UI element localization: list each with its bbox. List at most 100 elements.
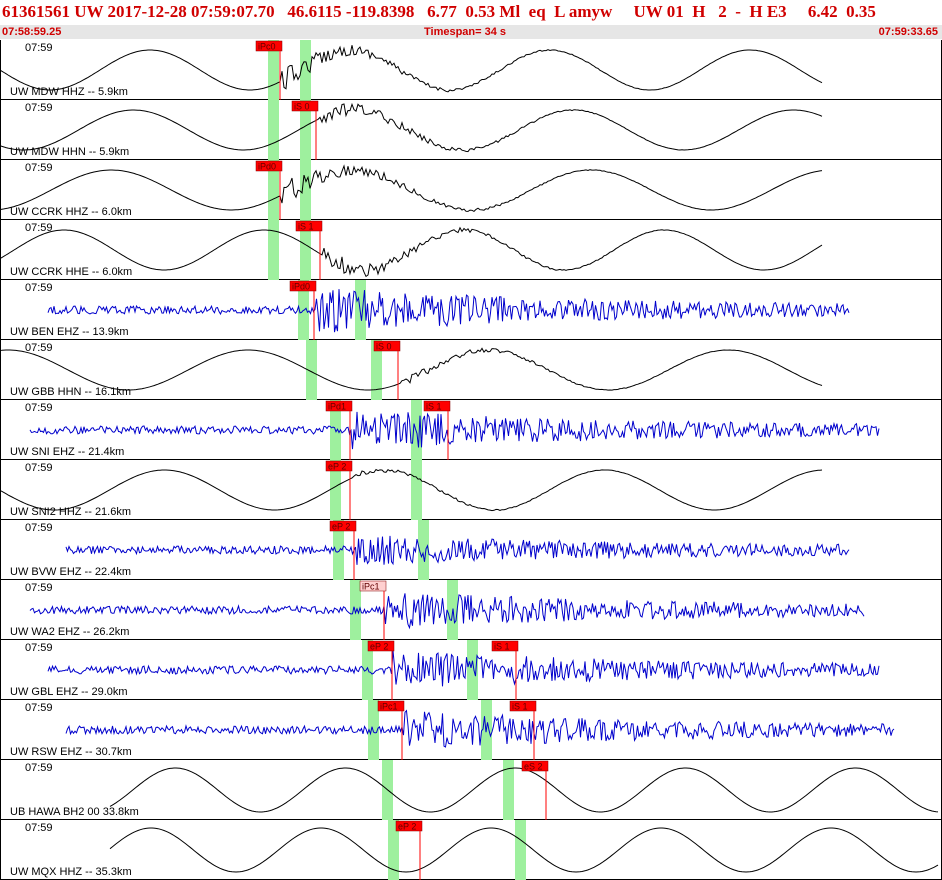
end-time: 07:59:33.65 [878, 26, 938, 38]
theoretical-arrival-window [268, 220, 279, 280]
phase-pick-marker: iPc0 [255, 40, 283, 100]
phase-pick-label: iS 1 [426, 402, 442, 412]
panel-time-label: 07:59 [25, 822, 53, 834]
waveform-plot: iPd1 iS 1 [29, 400, 880, 460]
theoretical-arrival-window [368, 700, 379, 760]
station-panel[interactable]: iPd0 07:59 UW BEN EHZ -- 13.9km [0, 280, 942, 340]
station-panel[interactable]: iS 1 07:59 UW CCRK HHE -- 6.0km [0, 220, 942, 280]
waveform-trace [65, 709, 895, 748]
theoretical-arrival-window [411, 400, 422, 460]
station-channel-label: UW BVW EHZ -- 22.4km [10, 566, 132, 578]
phase-pick-marker: eP 2 [395, 820, 423, 880]
theoretical-arrival-window [268, 100, 279, 160]
panel-time-label: 07:59 [25, 762, 53, 774]
phase-pick-marker: iPd1 [325, 400, 353, 460]
time-bar: 07:58:59.25 Timespan= 34 s 07:59:33.65 [0, 25, 942, 39]
phase-pick-marker: eP 2 [329, 520, 357, 580]
theoretical-arrival-window [418, 520, 429, 580]
waveform-trace [109, 767, 939, 813]
phase-pick-label: eP 2 [328, 462, 346, 472]
panel-time-label: 07:59 [25, 42, 53, 54]
theoretical-arrival-window [515, 820, 526, 880]
station-channel-label: UW MDW HHZ -- 5.9km [10, 86, 128, 98]
phase-pick-marker: iS 1 [295, 220, 323, 280]
station-panel[interactable]: eP 2 07:59 UW MQX HHZ -- 35.3km [0, 820, 942, 880]
waveform-trace [0, 164, 823, 213]
waveform-trace [65, 535, 850, 566]
station-channel-label: UW BEN EHZ -- 13.9km [10, 326, 129, 338]
phase-pick-marker: eP 2 [325, 460, 353, 520]
phase-pick-label: iPc1 [380, 702, 398, 712]
phase-pick-label: iPd0 [292, 282, 310, 292]
theoretical-arrival-window [268, 160, 279, 220]
phase-pick-marker: iPd0 [255, 160, 283, 220]
theoretical-arrival-window [503, 760, 514, 820]
waveform-trace [29, 593, 865, 630]
panel-time-label: 07:59 [25, 342, 53, 354]
station-panel[interactable]: eP 2 07:59 UW BVW EHZ -- 22.4km [0, 520, 942, 580]
waveform-plot: iS 0 [0, 340, 823, 400]
waveform-trace [0, 102, 823, 153]
station-channel-label: UW CCRK HHZ -- 6.0km [10, 206, 132, 218]
theoretical-arrival-window [306, 340, 317, 400]
station-panel[interactable]: iPd1 iS 1 07:59 UW SNI EHZ -- 21.4km [0, 400, 942, 460]
waveform-plot: iPc1 [29, 580, 865, 640]
phase-pick-marker: eS 2 [521, 760, 549, 820]
phase-pick-label: eP 2 [332, 522, 350, 532]
waveform-plot: iS 1 [0, 220, 823, 280]
station-channel-label: UW MDW HHN -- 5.9km [10, 146, 130, 158]
panel-time-label: 07:59 [25, 222, 53, 234]
waveform-trace [0, 226, 823, 278]
waveform-plot: iPc1 iS 1 [65, 700, 895, 760]
waveform-plot: eP 2 [0, 460, 823, 520]
phase-pick-label: iPd1 [328, 402, 346, 412]
station-panel[interactable]: iS 0 07:59 UW GBB HHN -- 16.1km [0, 340, 942, 400]
station-panel[interactable]: iPd0 07:59 UW CCRK HHZ -- 6.0km [0, 160, 942, 220]
station-panel[interactable]: iPc0 07:59 UW MDW HHZ -- 5.9km [0, 40, 942, 100]
panel-time-label: 07:59 [25, 402, 53, 414]
panel-time-label: 07:59 [25, 702, 53, 714]
station-panel[interactable]: iS 0 07:59 UW MDW HHN -- 5.9km [0, 100, 942, 160]
phase-pick-marker: iPd0 [289, 280, 317, 340]
phase-pick-label: iPc0 [258, 42, 276, 52]
panel-time-label: 07:59 [25, 282, 53, 294]
waveform-plot: eP 2 iS 1 [47, 640, 880, 700]
phase-pick-label: iPd0 [258, 162, 276, 172]
station-channel-label: UW MQX HHZ -- 35.3km [10, 866, 132, 878]
waveform-trace [47, 289, 850, 333]
phase-pick-marker: eP 2 [367, 640, 395, 700]
panel-time-label: 07:59 [25, 642, 53, 654]
event-info-title: 61361561 UW 2017-12-28 07:59:07.70 46.61… [2, 2, 876, 21]
waveform-plot: eP 2 [65, 520, 850, 580]
station-channel-label: UW WA2 EHZ -- 26.2km [10, 626, 130, 638]
station-panel[interactable]: iPc1 07:59 UW WA2 EHZ -- 26.2km [0, 580, 942, 640]
phase-pick-marker: iS 0 [373, 340, 401, 400]
phase-pick-label: iS 1 [298, 222, 314, 232]
panel-time-label: 07:59 [25, 162, 53, 174]
phase-pick-marker: iPc1 [377, 700, 405, 760]
phase-pick-label: eP 2 [398, 822, 416, 832]
seismogram-panels: iPc0 07:59 UW MDW HHZ -- 5.9km iS 0 07:59 UW … [0, 40, 942, 880]
phase-pick-marker: iS 0 [291, 100, 319, 160]
phase-pick-label: iS 0 [294, 102, 310, 112]
waveform-plot: iS 0 [0, 100, 823, 160]
station-channel-label: UW SNI2 HHZ -- 21.6km [10, 506, 132, 518]
station-panel[interactable]: iPc1 iS 1 07:59 UW RSW EHZ -- 30.7km [0, 700, 942, 760]
theoretical-arrival-window [333, 520, 344, 580]
theoretical-arrival-window [300, 100, 311, 160]
waveform-trace [109, 827, 939, 873]
theoretical-arrival-window [300, 160, 311, 220]
station-channel-label: UW SNI EHZ -- 21.4km [10, 446, 125, 458]
waveform-plot: iPd0 [0, 160, 823, 220]
phase-pick-label: iS 0 [376, 342, 392, 352]
theoretical-arrival-window [388, 820, 399, 880]
station-panel[interactable]: eP 2 iS 1 07:59 UW GBL EHZ -- 29.0km [0, 640, 942, 700]
phase-pick-marker: iPc1 [359, 580, 387, 640]
panel-time-label: 07:59 [25, 582, 53, 594]
station-panel[interactable]: eS 2 07:59 UB HAWA BH2 00 33.8km [0, 760, 942, 820]
panel-time-label: 07:59 [25, 462, 53, 474]
theoretical-arrival-window [300, 220, 311, 280]
waveform-trace [0, 468, 823, 512]
theoretical-arrival-window [330, 460, 341, 520]
station-panel[interactable]: eP 2 07:59 UW SNI2 HHZ -- 21.6km [0, 460, 942, 520]
